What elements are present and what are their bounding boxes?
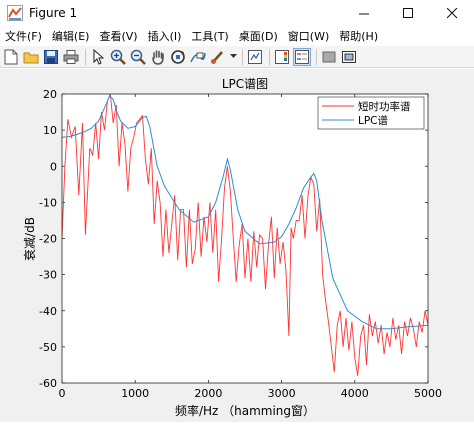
lpc-spectrum-line [62, 94, 428, 330]
y-tick-label: -40 [39, 305, 57, 318]
brush-options-button[interactable] [229, 48, 237, 66]
y-tick-label: -10 [39, 196, 57, 209]
arrow-pointer-icon [93, 48, 104, 65]
chart-title: LPC谱图 [222, 77, 268, 91]
y-tick-label: -30 [39, 269, 57, 282]
brush-button[interactable] [209, 48, 227, 66]
rotate-3d-icon [171, 49, 185, 64]
y-tick-label: -50 [39, 341, 57, 354]
x-tick-label: 2000 [194, 387, 222, 400]
lpc-spectrum-chart: 0 1000 2000 3000 4000 5000 20 10 0 -10 -20 -30 -40 -5… [22, 77, 442, 418]
link-icon [248, 49, 262, 64]
rotate-button[interactable] [169, 48, 187, 66]
x-tick-label: 1000 [121, 387, 149, 400]
menu-tools[interactable]: 工具(T) [191, 30, 229, 43]
x-tick-label: 4000 [341, 387, 369, 400]
save-button[interactable] [42, 48, 60, 66]
maximize-button[interactable] [386, 0, 430, 26]
zoom-out-button[interactable] [129, 48, 147, 66]
close-button[interactable] [430, 0, 474, 26]
open-folder-icon [23, 52, 39, 63]
close-icon [446, 7, 457, 18]
figure-toolbar [0, 46, 474, 68]
window-title: Figure 1 [29, 6, 78, 20]
link-plot-button[interactable] [246, 48, 264, 66]
show-plot-tools-icon [342, 50, 356, 63]
brush-icon [211, 50, 223, 64]
y-tick-label: -20 [39, 233, 57, 246]
menu-file[interactable]: 文件(F) [5, 30, 42, 43]
axis-ticks: 0 1000 2000 3000 4000 5000 20 10 0 -10 -20 -30 -40 -5… [39, 88, 442, 400]
legend: 短时功率谱 LPC谱 [317, 96, 425, 130]
legend-label-lpc-spectrum: LPC谱 [358, 114, 389, 127]
data-cursor-button[interactable] [189, 48, 207, 66]
toolbar-separator [242, 48, 243, 65]
menu-help[interactable]: 帮助(H) [339, 30, 379, 43]
hide-plot-tools-button[interactable] [320, 48, 338, 66]
printer-icon [63, 49, 79, 64]
print-button[interactable] [62, 48, 80, 66]
menu-bar: 文件(F) 编辑(E) 查看(V) 插入(I) 工具(T) 桌面(D) 窗口(W… [0, 26, 474, 46]
axes-background [62, 94, 428, 383]
menu-insert[interactable]: 插入(I) [147, 30, 182, 43]
colorbar-button[interactable] [273, 48, 291, 66]
axes-box [61, 93, 429, 384]
y-tick-label: 10 [43, 124, 57, 137]
chevron-down-icon [229, 54, 237, 58]
y-tick-label: 20 [43, 88, 57, 101]
y-axis-label: 衰减/dB [22, 217, 37, 261]
maximize-icon [402, 7, 413, 18]
minimize-icon [358, 13, 369, 14]
pointer-button[interactable] [89, 48, 107, 66]
menu-desktop[interactable]: 桌面(D) [238, 30, 278, 43]
menu-edit[interactable]: 编辑(E) [51, 30, 90, 43]
minimize-button[interactable] [342, 0, 386, 26]
show-plot-tools-button[interactable] [340, 48, 358, 66]
toolbar-separator [316, 48, 317, 65]
toolbar-separator [269, 48, 270, 65]
zoom-in-button[interactable] [109, 48, 127, 66]
window-controls [342, 0, 474, 26]
colorbar-icon [275, 49, 289, 64]
pan-hand-icon [152, 49, 164, 65]
title-bar: Figure 1 [0, 0, 474, 26]
save-icon [44, 49, 58, 64]
y-tick-label: 0 [50, 160, 57, 173]
x-tick-label: 3000 [268, 387, 296, 400]
new-figure-button[interactable] [2, 48, 20, 66]
short-time-power-spectrum-line [62, 94, 428, 376]
hide-plot-tools-icon [322, 51, 336, 62]
legend-label-short-time-power-spectrum: 短时功率谱 [358, 100, 411, 113]
figure-canvas: 0 1000 2000 3000 4000 5000 20 10 0 -10 -20 -30 -40 -5… [0, 69, 474, 422]
legend-icon [295, 49, 309, 64]
menu-window[interactable]: 窗口(W) [287, 30, 330, 43]
legend-box [317, 96, 425, 130]
pan-button[interactable] [149, 48, 167, 66]
zoom-out-icon [130, 49, 146, 65]
y-tick-label: -60 [39, 377, 57, 390]
toolbar-separator [85, 48, 86, 65]
x-axis-label: 频率/Hz （hamming窗） [175, 403, 315, 418]
zoom-in-icon [110, 49, 126, 65]
x-tick-label: 5000 [414, 387, 442, 400]
x-tick-label: 0 [59, 387, 66, 400]
matlab-figure-icon [7, 5, 23, 21]
menu-view[interactable]: 查看(V) [99, 30, 138, 43]
open-file-button[interactable] [22, 48, 40, 66]
new-file-icon [4, 49, 18, 64]
data-cursor-icon [190, 52, 206, 62]
legend-button[interactable] [293, 47, 311, 66]
